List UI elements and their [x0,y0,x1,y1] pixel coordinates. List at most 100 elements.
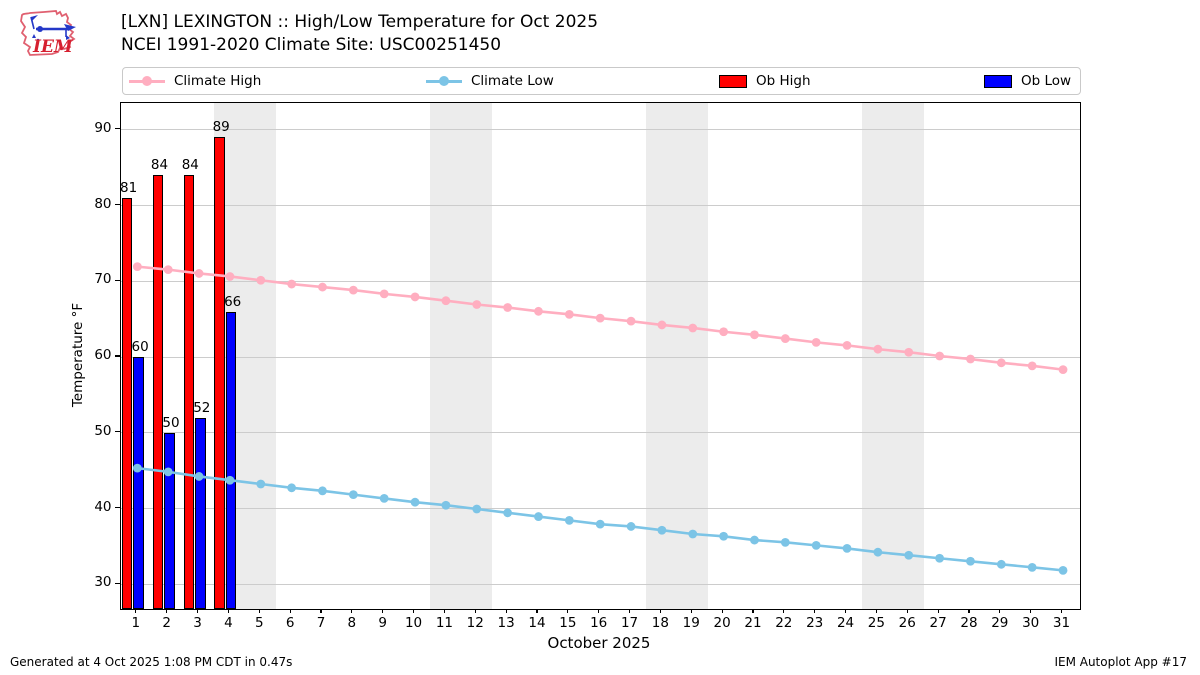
legend-label: Ob Low [1021,73,1072,89]
iowa-outline-icon [20,10,76,56]
climate-high-marker [441,295,450,305]
y-tick [114,128,120,130]
weekend-band [429,102,492,609]
climate-low-marker [441,500,450,510]
x-tick [906,608,908,613]
climate-low-line-icon [426,75,462,87]
climate-low-marker [1027,562,1037,572]
y-tick [114,506,120,509]
x-tick [567,608,569,613]
generated-timestamp: Generated at 4 Oct 2025 1:08 PM CDT in 0… [10,655,293,669]
x-tick [443,608,445,613]
climate-low-marker [163,466,173,476]
climate-high-marker [1058,364,1067,374]
x-tick-label: 25 [867,614,885,631]
x-tick-label: 27 [929,614,947,631]
x-tick [351,608,353,613]
legend-item-ob-low: Ob Low [984,68,1071,94]
climate-high-marker [225,271,234,281]
climate-low-marker [255,479,265,488]
x-tick [752,608,754,613]
climate-high-marker [718,326,728,336]
x-tick [937,608,939,613]
x-tick-label: 16 [590,614,608,631]
climate-low-marker [225,475,234,485]
y-tick-label: 70 [94,271,112,288]
climate-high-marker [626,316,635,326]
climate-high-marker [163,264,173,274]
climate-high-marker [595,313,605,323]
bar-value-label: 81 [120,179,138,196]
climate-low-marker [1058,565,1067,575]
x-tick-label: 30 [1022,614,1040,631]
climate-low-marker [348,489,358,499]
x-tick [135,608,137,613]
x-tick-label: 11 [435,614,453,631]
y-tick-label: 80 [94,195,112,212]
climate-low-marker [996,559,1006,569]
x-tick-label: 14 [528,614,546,631]
climate-high-marker [657,320,666,329]
climate-low-marker [132,463,142,473]
x-tick [382,608,384,613]
ob-high-swatch-icon [719,74,747,88]
x-tick-label: 9 [378,614,387,631]
ob-low-swatch-icon [984,74,1012,88]
gridline [120,583,1080,585]
climate-high-marker [194,268,203,278]
climate-low-marker [718,531,728,541]
ob-high-bar [121,197,133,609]
x-tick-label: 29 [991,614,1009,631]
x-tick-label: 1 [131,614,141,631]
y-tick-label: 90 [94,119,112,136]
y-tick [114,355,120,357]
climate-high-marker [749,329,759,339]
y-tick-label: 50 [94,422,112,439]
climate-low-marker [903,550,913,560]
app-credit: IEM Autoplot App #17 [1054,655,1187,669]
x-axis-title: October 2025 [547,634,651,652]
y-tick-label: 30 [94,574,112,591]
climate-low-marker [410,497,419,507]
x-tick [258,608,260,613]
x-tick [598,608,600,613]
x-tick [474,608,476,613]
x-tick-label: 4 [224,614,233,631]
y-tick [114,279,120,281]
climate-high-marker [533,306,543,316]
x-tick-label: 13 [497,614,515,631]
x-tick [412,608,415,613]
climate-low-marker [564,515,574,525]
ob-high-bar [152,175,164,609]
bar-value-label: 84 [150,157,169,174]
x-tick-label: 17 [620,614,639,631]
plot-area: 81 84 84 89 60 50 52 66 [119,101,1081,610]
bar-value-label: 89 [212,119,230,136]
climate-high-marker [255,275,265,285]
climate-high-marker [471,299,481,309]
x-tick [968,608,970,613]
climate-low-marker [657,525,666,535]
x-tick [196,608,199,613]
x-tick [844,608,847,613]
bar-value-label: 60 [131,339,149,355]
x-tick [628,608,631,613]
climate-low-marker [502,507,512,517]
x-tick-label: 24 [836,614,855,631]
bar-value-label: 66 [224,293,242,310]
x-tick [227,608,229,613]
climate-low-marker [317,485,327,495]
x-tick [690,608,692,613]
climate-high-marker [811,337,821,347]
x-tick [166,608,168,613]
ob-high-bar [183,175,195,609]
legend-item-climate-low: Climate Low [426,68,554,94]
climate-high-marker [780,333,790,343]
title-block: [LXN] LEXINGTON :: High/Low Temperature … [121,11,598,56]
x-tick-label: 3 [193,614,202,631]
gridline [120,432,1080,434]
climate-low-marker [687,529,697,538]
x-tick [1030,608,1032,613]
gridline [120,508,1080,509]
